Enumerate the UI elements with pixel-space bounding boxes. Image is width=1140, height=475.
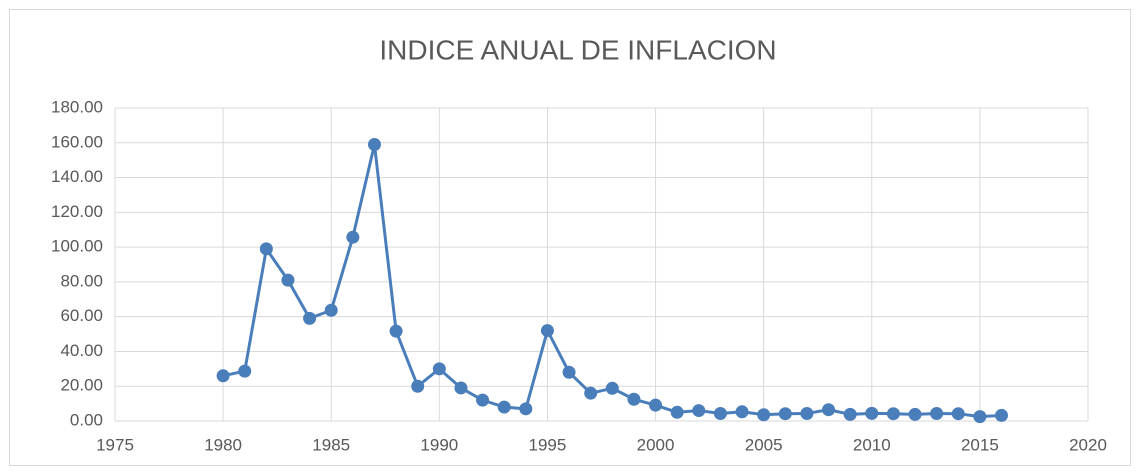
x-tick-label: 1990 xyxy=(420,435,458,454)
data-point xyxy=(562,365,576,379)
data-point xyxy=(757,408,771,422)
data-point xyxy=(346,230,360,244)
data-point xyxy=(519,402,533,416)
data-point xyxy=(930,407,944,421)
data-point xyxy=(649,398,663,412)
y-tick-label: 100.00 xyxy=(51,237,103,256)
x-tick-label: 2000 xyxy=(637,435,675,454)
y-tick-label: 60.00 xyxy=(60,306,103,325)
y-tick-label: 140.00 xyxy=(51,167,103,186)
data-point xyxy=(627,392,641,406)
data-point xyxy=(259,242,273,256)
data-point xyxy=(908,407,922,421)
y-tick-label: 0.00 xyxy=(70,410,103,429)
data-point xyxy=(411,379,425,393)
y-tick-label: 40.00 xyxy=(60,341,103,360)
chart-border xyxy=(9,9,1131,466)
data-point xyxy=(865,406,879,420)
data-point xyxy=(389,324,403,338)
y-tick-label: 120.00 xyxy=(51,202,103,221)
y-tick-label: 80.00 xyxy=(60,271,103,290)
x-tick-label: 2010 xyxy=(853,435,891,454)
data-point xyxy=(605,381,619,395)
chart-title: INDICE ANUAL DE INFLACION xyxy=(379,34,776,65)
data-point xyxy=(735,405,749,419)
y-tick-label: 180.00 xyxy=(51,97,103,116)
data-point xyxy=(238,364,252,378)
data-point xyxy=(303,311,317,325)
data-point xyxy=(670,405,684,419)
data-point xyxy=(843,407,857,421)
data-point xyxy=(973,410,987,424)
data-point xyxy=(995,408,1009,422)
data-point xyxy=(692,404,706,418)
y-tick-label: 20.00 xyxy=(60,376,103,395)
data-point xyxy=(454,381,468,395)
data-point xyxy=(281,273,295,287)
x-tick-label: 2015 xyxy=(961,435,999,454)
x-tick-label: 2005 xyxy=(745,435,783,454)
data-point xyxy=(497,400,511,414)
data-point xyxy=(216,369,230,383)
data-point xyxy=(476,393,490,407)
data-point xyxy=(951,407,965,421)
data-point xyxy=(540,324,554,338)
data-point xyxy=(432,362,446,376)
x-tick-label: 1980 xyxy=(204,435,242,454)
y-tick-label: 160.00 xyxy=(51,132,103,151)
data-point xyxy=(713,407,727,421)
data-point xyxy=(367,138,381,152)
data-point xyxy=(886,407,900,421)
x-tick-label: 1995 xyxy=(529,435,567,454)
data-point xyxy=(324,303,338,317)
data-point xyxy=(800,407,814,421)
data-point xyxy=(822,403,836,417)
data-point xyxy=(584,386,598,400)
x-tick-label: 1985 xyxy=(312,435,350,454)
data-point xyxy=(778,407,792,421)
x-tick-label: 1975 xyxy=(96,435,134,454)
x-tick-label: 2020 xyxy=(1069,435,1107,454)
